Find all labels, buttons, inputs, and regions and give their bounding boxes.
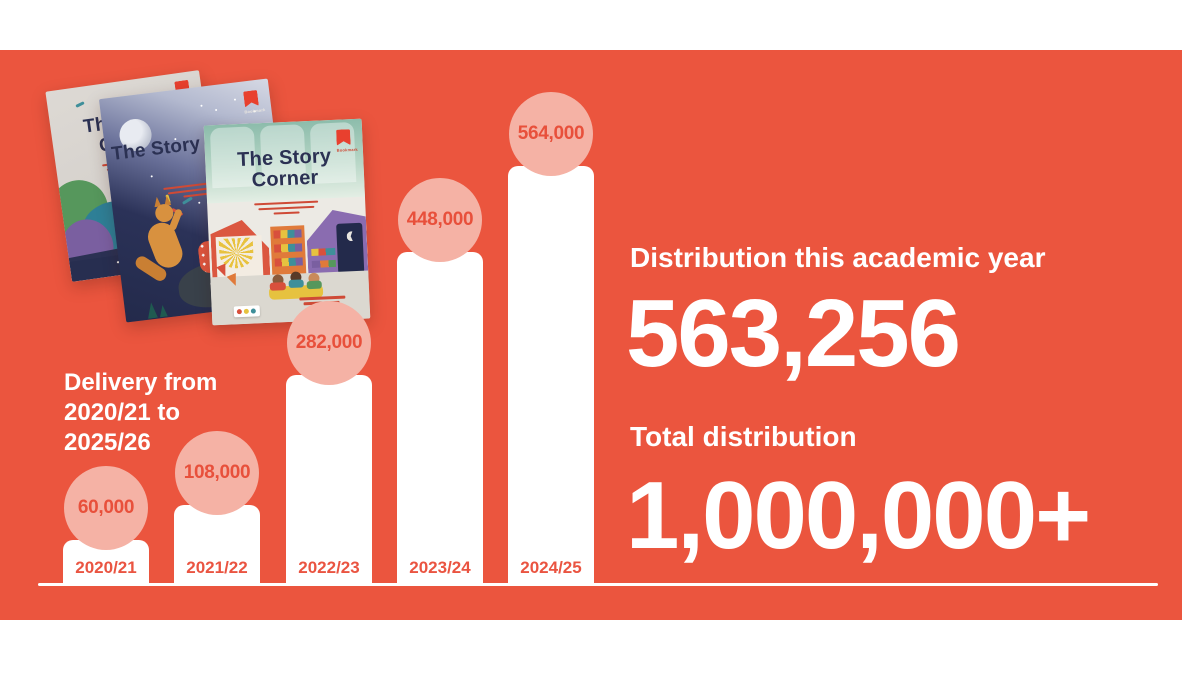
value-label: 108,000 [183,462,251,483]
value-bubble: 448,000 [398,178,482,262]
bar-2024/25: 2024/25 [508,166,594,585]
value-label: 564,000 [517,123,585,144]
stat-value-total: 1,000,000+ [626,462,1091,569]
bar-2023/24: 2023/24 [397,252,483,585]
value-label: 60,000 [77,497,135,518]
x-axis-line [38,583,1158,586]
bar-2022/23: 2022/23 [286,375,372,585]
category-label: 2023/24 [409,558,471,577]
stat-label-total: Total distribution [630,421,857,452]
value-bubble: 564,000 [509,92,593,176]
category-label: 2020/21 [75,558,137,577]
chart-title: Delivery from 2020/21 to 2025/26 [64,369,218,456]
bar-2021/22: 2021/22 [174,505,260,585]
stat-label-academic-year: Distribution this academic year [630,242,1046,273]
category-label: 2024/25 [520,558,582,577]
value-label: 282,000 [295,332,363,353]
value-bubble: 108,000 [175,431,259,515]
value-label: 448,000 [406,209,474,230]
category-label: 2021/22 [186,558,248,577]
value-bubble: 282,000 [287,301,371,385]
value-bubble: 60,000 [64,466,148,550]
category-label: 2022/23 [298,558,360,577]
stat-value-academic-year: 563,256 [626,280,961,387]
